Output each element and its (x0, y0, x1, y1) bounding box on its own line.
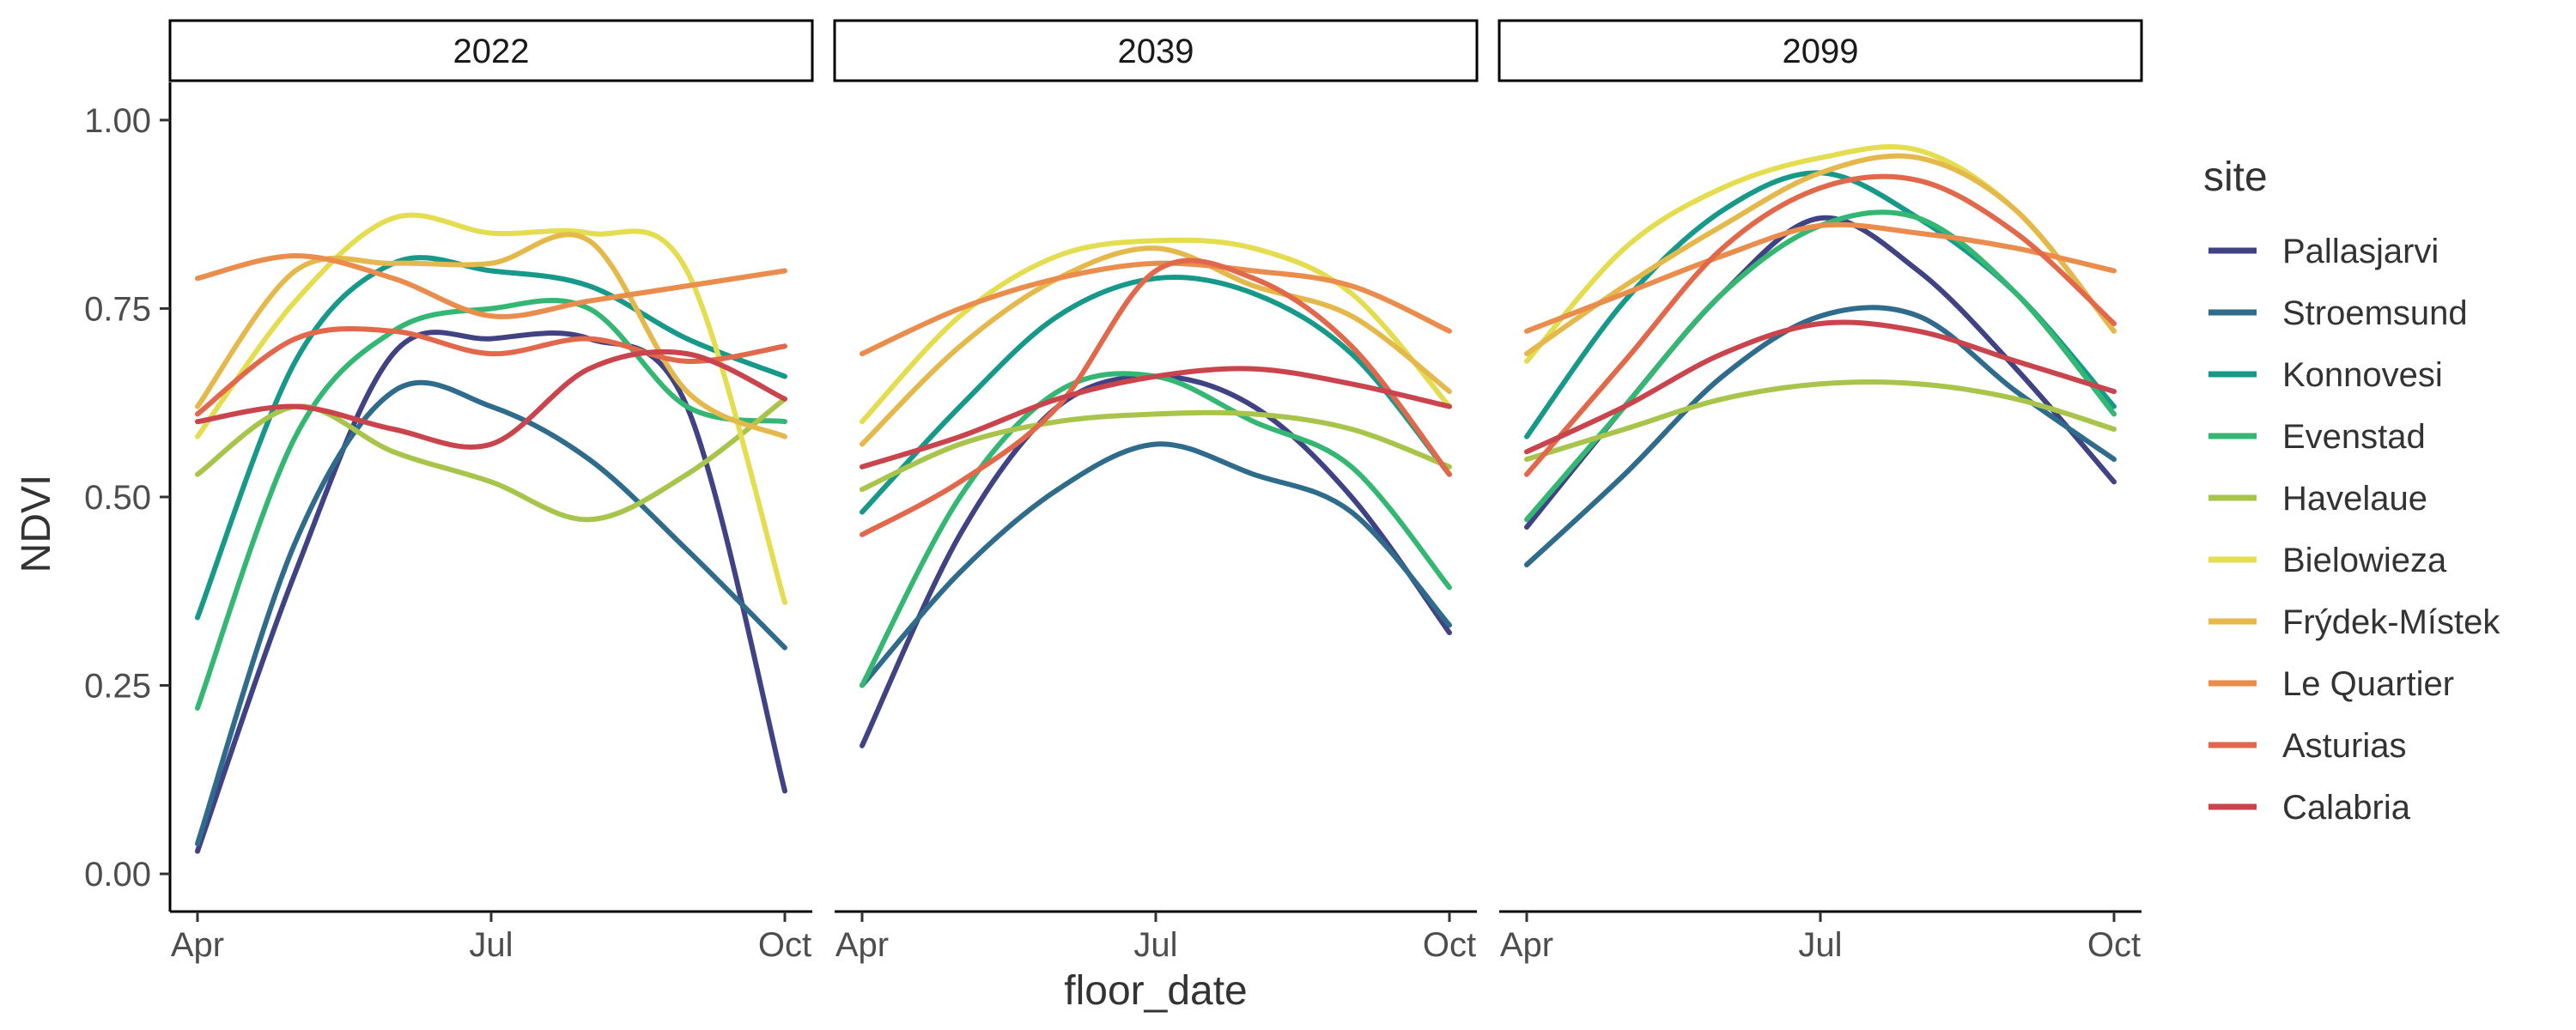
x-tick-label: Apr (171, 926, 224, 964)
legend-label: Konnovesi (2282, 356, 2443, 394)
series-line-Frýdek-Místek (1524, 153, 2117, 357)
x-tick-label: Oct (2087, 926, 2141, 964)
series-line-Havelaue (860, 409, 1452, 493)
series-line-Asturias (195, 325, 787, 417)
x-tick-label: Jul (1798, 926, 1842, 964)
legend-item: Konnovesi (2208, 356, 2443, 394)
series-line-Stroemsund (195, 379, 787, 846)
series-line-Havelaue (1524, 379, 2117, 463)
series-line-Le Quartier (860, 260, 1452, 357)
series-line-Calabria (195, 348, 787, 450)
series-line-Bielowieza (860, 237, 1452, 425)
x-tick-label: Apr (835, 926, 889, 964)
legend-item: Pallasjarvi (2208, 233, 2439, 270)
legend-item: Frýdek-Místek (2208, 603, 2500, 641)
facet-strip-label: 2022 (453, 33, 530, 70)
legend-items: Pallasjarvi Stroemsund Konnovesi Evenstad Ha… (2208, 233, 2500, 827)
panel-2039: 2039 Apr Jul Oct (833, 19, 1479, 964)
series-line-Le Quartier (1524, 221, 2117, 334)
legend-label: Bielowieza (2282, 542, 2447, 579)
legend-label: Calabria (2282, 789, 2411, 827)
series-line-Asturias (1524, 173, 2117, 477)
legend-label: Evenstad (2282, 418, 2426, 456)
series-line-Konnovesi (860, 275, 1452, 515)
legend-label: Stroemsund (2282, 294, 2468, 332)
series-line-Bielowieza (195, 212, 787, 605)
legend-label: Pallasjarvi (2282, 233, 2439, 270)
legend-item: Bielowieza (2208, 542, 2447, 579)
facet-strip-label: 2099 (1783, 33, 1859, 70)
facet-strip (1498, 19, 2143, 82)
legend-item: Asturias (2208, 727, 2407, 765)
series-line-Bielowieza (1524, 144, 2117, 364)
legend-title: site (2203, 154, 2268, 200)
x-tick-label: Apr (1500, 926, 1553, 964)
x-tick-label: Oct (758, 926, 811, 964)
x-tick-label: Oct (1423, 926, 1476, 964)
panel-2022: 2022 Apr Jul Oct 0.00 0.25 0.50 0.75 1.00 (84, 19, 814, 964)
legend-item: Calabria (2208, 789, 2411, 827)
panel-2099: 2099 Apr Jul Oct (1498, 19, 2143, 964)
x-tick-label: Jul (1133, 926, 1177, 964)
series-line-Stroemsund (860, 441, 1452, 688)
legend-item: Le Quartier (2208, 665, 2454, 703)
facet-strip (833, 19, 1479, 82)
legend-item: Stroemsund (2208, 294, 2468, 332)
series-line-Frýdek-Místek (860, 245, 1452, 447)
y-tick-label: 1.00 (84, 102, 151, 140)
facet-strip-label: 2039 (1118, 33, 1194, 70)
legend-label: Le Quartier (2282, 665, 2454, 703)
series-line-Pallasjarvi (195, 330, 787, 854)
series-line-Calabria (1524, 319, 2117, 455)
facet-strip (168, 19, 814, 82)
legend-item: Havelaue (2208, 480, 2427, 518)
y-tick-label: 0.75 (84, 290, 151, 328)
series-line-Stroemsund (1524, 305, 2117, 567)
y-tick-label: 0.25 (84, 668, 151, 706)
y-axis-title: NDVI (14, 475, 59, 573)
x-axis-title: floor_date (1064, 968, 1248, 1014)
series-line-Asturias (860, 258, 1452, 537)
series-line-Frýdek-Místek (195, 232, 787, 439)
series-line-Le Quartier (195, 253, 787, 319)
series-line-Evenstad (860, 371, 1452, 688)
legend-label: Asturias (2282, 727, 2407, 765)
series-line-Calabria (860, 366, 1452, 470)
chart-panels: 2022 Apr Jul Oct 0.00 0.25 0.50 0.75 1.00 2039 Apr… (84, 19, 2143, 964)
legend-label: Havelaue (2282, 480, 2427, 518)
legend-item: Evenstad (2208, 418, 2426, 456)
x-tick-label: Jul (469, 926, 513, 964)
legend: site Pallasjarvi Stroemsund Konnovesi Evens… (2203, 154, 2500, 827)
legend-label: Frýdek-Místek (2282, 603, 2500, 641)
y-tick-label: 0.50 (84, 479, 151, 517)
y-tick-label: 0.00 (84, 856, 151, 894)
